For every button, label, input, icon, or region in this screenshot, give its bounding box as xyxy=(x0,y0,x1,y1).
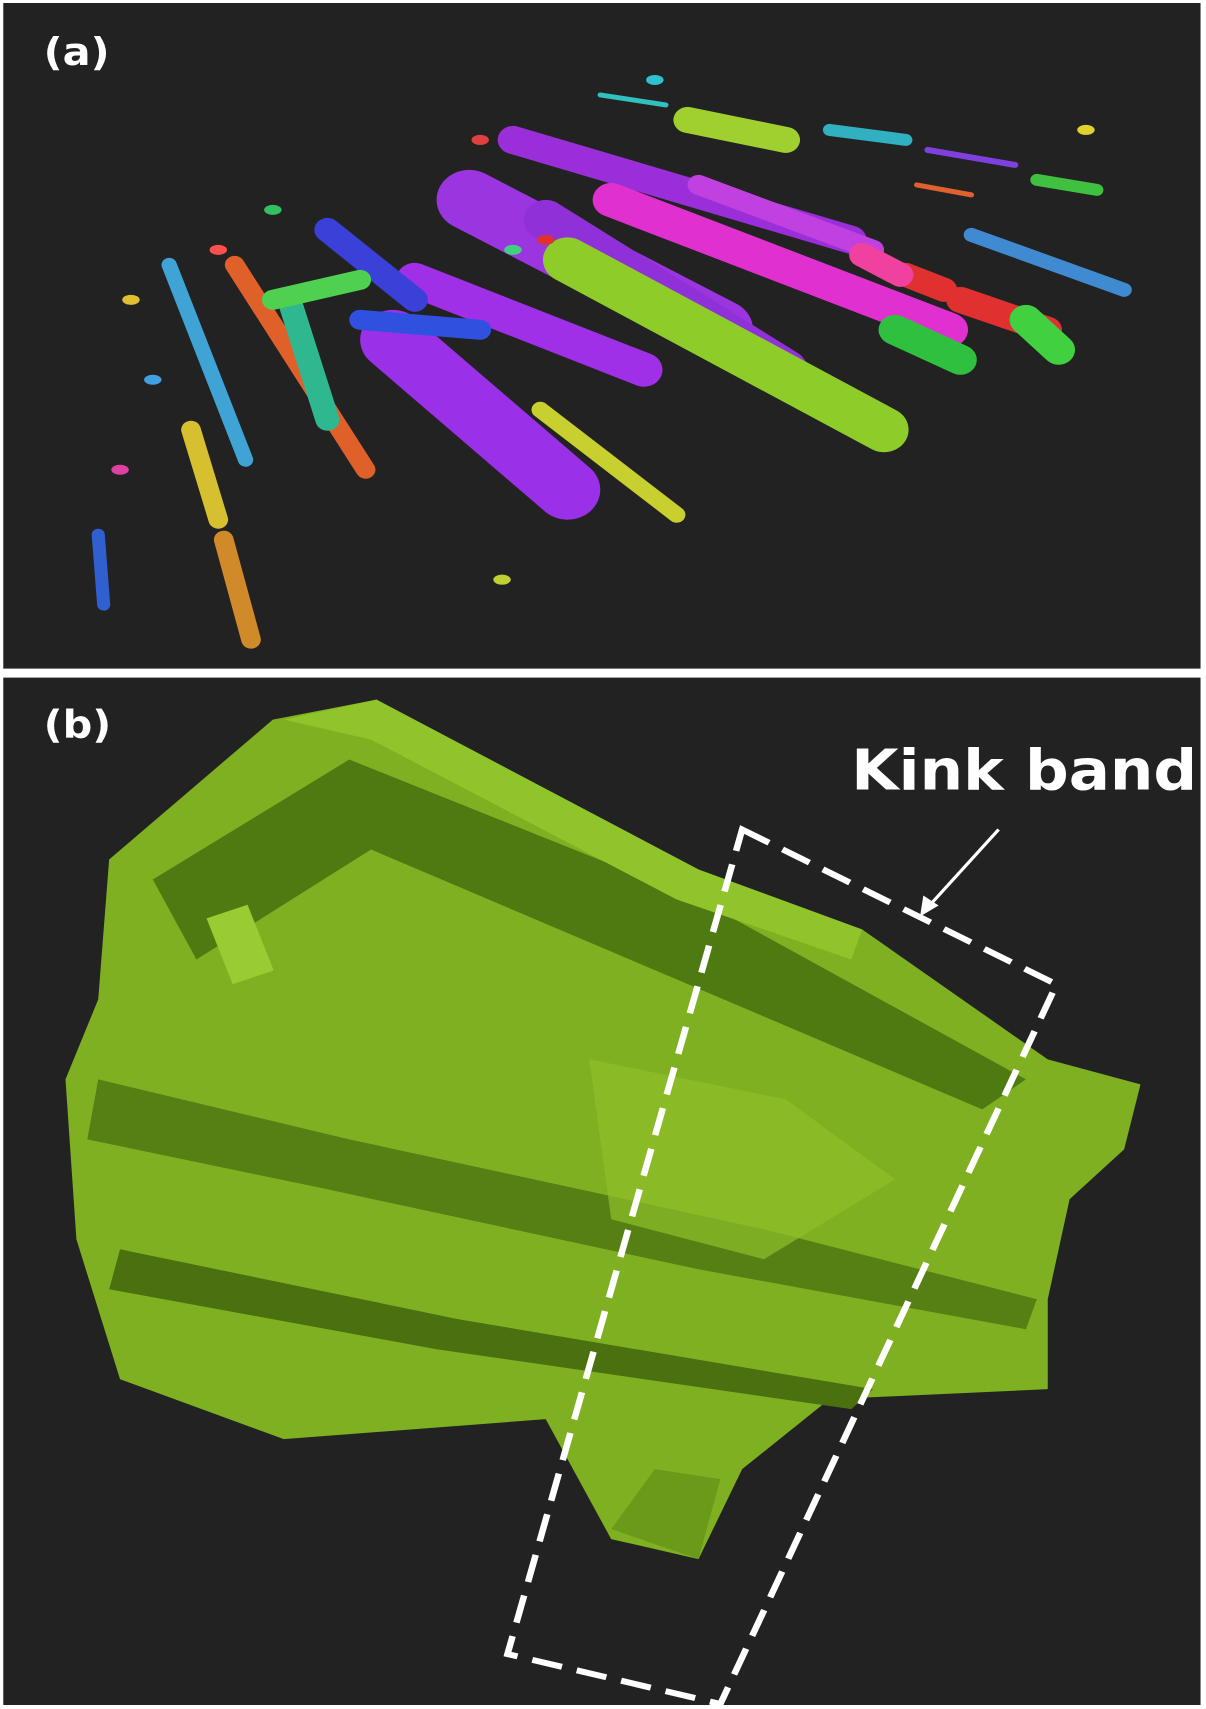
fiber xyxy=(1009,304,1076,365)
shadow xyxy=(109,1249,874,1410)
particle xyxy=(264,204,282,215)
shadow xyxy=(87,1079,1037,1330)
kink-rendering xyxy=(65,699,1141,1560)
particle xyxy=(122,294,140,305)
particle xyxy=(646,74,664,85)
fiber xyxy=(181,420,229,529)
fiber xyxy=(277,288,340,431)
fiber xyxy=(963,227,1132,297)
fiber xyxy=(687,174,885,260)
highlight xyxy=(206,904,274,985)
fiber xyxy=(542,237,909,453)
fiber xyxy=(878,314,977,375)
particle xyxy=(471,134,489,145)
particle xyxy=(144,374,162,385)
particle xyxy=(493,574,511,585)
fiber xyxy=(261,269,372,310)
fiber xyxy=(592,182,969,347)
fiber xyxy=(849,242,914,287)
fiber xyxy=(360,309,601,520)
fiber xyxy=(349,309,492,340)
particle xyxy=(209,244,228,255)
particle xyxy=(504,244,522,255)
fiber xyxy=(314,217,428,312)
fiber xyxy=(1030,173,1104,196)
fiber xyxy=(822,123,913,146)
arrow-shaft xyxy=(926,828,1000,909)
fiber xyxy=(396,262,663,387)
fiber xyxy=(673,106,800,153)
shadow xyxy=(152,759,1026,1110)
fiber xyxy=(914,182,975,198)
fiber xyxy=(161,257,254,467)
fiber xyxy=(597,92,669,108)
fiber xyxy=(213,530,261,649)
annotation: Kink band xyxy=(851,738,1197,803)
fiber xyxy=(531,401,686,523)
blob xyxy=(611,1469,721,1560)
kink-box xyxy=(503,825,1061,1708)
highlight xyxy=(283,699,863,960)
fiber xyxy=(91,528,111,611)
panel-label: (a) xyxy=(44,31,110,75)
particle xyxy=(536,234,555,245)
particle xyxy=(1077,124,1095,135)
fiber-rendering xyxy=(91,74,1132,649)
panel-label: (b) xyxy=(44,703,112,747)
fiber xyxy=(924,146,1019,168)
particle xyxy=(111,464,129,475)
arrow-head xyxy=(920,895,939,917)
